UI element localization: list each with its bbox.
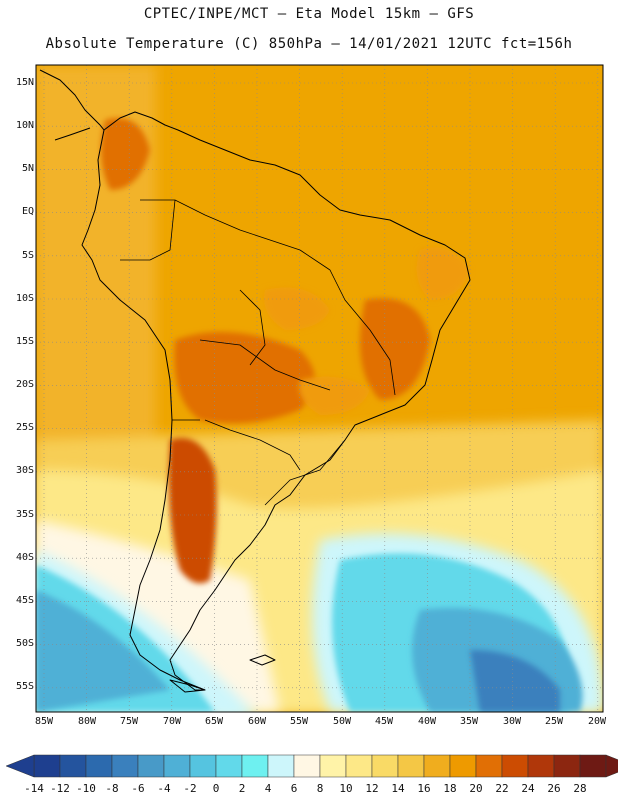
lat-label: 20S bbox=[15, 379, 34, 390]
colorbar-swatch bbox=[111, 754, 139, 778]
colorbar-swatch bbox=[527, 754, 555, 778]
lon-label: 20W bbox=[587, 716, 607, 727]
field-pacific bbox=[36, 65, 156, 465]
colorbar-label: 24 bbox=[521, 782, 535, 795]
colorbar-label: 28 bbox=[573, 782, 587, 795]
colorbar-label: 18 bbox=[443, 782, 457, 795]
field-colombia-hot bbox=[101, 118, 150, 190]
field-blue bbox=[36, 590, 170, 712]
colorbar-label: -4 bbox=[157, 782, 171, 795]
lon-label: 80W bbox=[77, 716, 97, 727]
colorbar-swatch bbox=[319, 754, 347, 778]
colorbar-label: -12 bbox=[50, 782, 70, 795]
lon-label: 70W bbox=[162, 716, 182, 727]
colorbar-swatch bbox=[423, 754, 451, 778]
colorbar-swatch bbox=[163, 754, 191, 778]
lat-label: EQ bbox=[21, 206, 34, 217]
colorbar-swatch bbox=[215, 754, 243, 778]
colorbar-max-arrow bbox=[605, 754, 618, 778]
colorbar-swatch bbox=[371, 754, 399, 778]
colorbar-label: -8 bbox=[105, 782, 119, 795]
graticule bbox=[36, 65, 603, 712]
lon-label: 60W bbox=[247, 716, 267, 727]
colorbar-label: 12 bbox=[365, 782, 379, 795]
colorbar-swatch bbox=[85, 754, 113, 778]
colorbar-swatch bbox=[397, 754, 425, 778]
lon-label: 45W bbox=[374, 716, 394, 727]
lat-label: 15N bbox=[15, 77, 34, 88]
colorbar-swatch bbox=[33, 754, 61, 778]
lon-label: 85W bbox=[34, 716, 54, 727]
colorbar-swatch bbox=[449, 754, 477, 778]
colorbar-label: 26 bbox=[547, 782, 561, 795]
lon-label: 25W bbox=[544, 716, 564, 727]
field-andes-hot bbox=[168, 438, 217, 584]
colorbar-label: -2 bbox=[183, 782, 197, 795]
colorbar-swatch bbox=[501, 754, 529, 778]
lat-label: 5S bbox=[21, 250, 34, 261]
colorbar-swatch bbox=[293, 754, 321, 778]
colorbar-swatch bbox=[267, 754, 295, 778]
colorbar-label: 10 bbox=[339, 782, 353, 795]
field-atlantic-deep bbox=[470, 650, 560, 712]
lon-label: 35W bbox=[459, 716, 479, 727]
field-brazil-hot bbox=[360, 298, 430, 400]
lat-label: 35S bbox=[15, 509, 34, 520]
colorbar-label: 0 bbox=[212, 782, 220, 795]
lat-label: 10N bbox=[15, 120, 34, 131]
coastlines bbox=[39, 69, 471, 693]
field-chaco-hot bbox=[174, 332, 315, 424]
lat-label: 15S bbox=[15, 336, 34, 347]
lat-label: 10S bbox=[15, 293, 34, 304]
lat-label: 5N bbox=[21, 163, 34, 174]
lat-label: 50S bbox=[15, 638, 34, 649]
south-america-coast bbox=[81, 111, 471, 691]
colorbar-label: 6 bbox=[290, 782, 298, 795]
chart-title-line2: Absolute Temperature (C) 850hPa – 14/01/… bbox=[45, 36, 573, 52]
lon-label: 30W bbox=[502, 716, 522, 727]
lon-label: 40W bbox=[417, 716, 437, 727]
lon-label: 65W bbox=[204, 716, 224, 727]
lat-label: 55S bbox=[15, 681, 34, 692]
central-america-coast bbox=[39, 69, 105, 141]
field-northeast-warm bbox=[416, 247, 470, 300]
lat-label: 45S bbox=[15, 595, 34, 606]
colorbar-swatch bbox=[241, 754, 269, 778]
colorbar-label: 2 bbox=[238, 782, 246, 795]
colorbar-swatch bbox=[553, 754, 581, 778]
colorbar-swatch bbox=[59, 754, 87, 778]
falklands bbox=[249, 654, 276, 666]
temperature-field bbox=[36, 65, 603, 712]
colorbar-label: 14 bbox=[391, 782, 405, 795]
lat-label: 25S bbox=[15, 422, 34, 433]
colorbar-label: 16 bbox=[417, 782, 431, 795]
field-amazon-warm bbox=[264, 287, 330, 330]
lon-label: 55W bbox=[289, 716, 309, 727]
colorbar-swatch bbox=[189, 754, 217, 778]
colorbar-swatch bbox=[579, 754, 607, 778]
lon-label: 75W bbox=[119, 716, 139, 727]
tierra-del-fuego bbox=[169, 679, 206, 693]
field-parana-warm bbox=[299, 376, 370, 415]
colorbar-label: 4 bbox=[264, 782, 272, 795]
colorbar-label: -6 bbox=[131, 782, 145, 795]
lat-label: 40S bbox=[15, 552, 34, 563]
colorbar-label: 22 bbox=[495, 782, 509, 795]
colorbar-label: 20 bbox=[469, 782, 483, 795]
colorbar-swatch bbox=[345, 754, 373, 778]
colorbar-label: -14 bbox=[24, 782, 44, 795]
lat-label: 30S bbox=[15, 465, 34, 476]
chart-title-line1: CPTEC/INPE/MCT – Eta Model 15km – GFS bbox=[143, 6, 475, 22]
colorbar-swatch bbox=[475, 754, 503, 778]
colorbar-swatch bbox=[137, 754, 165, 778]
colorbar bbox=[5, 754, 618, 778]
colorbar-min-arrow bbox=[5, 754, 35, 778]
country-borders bbox=[120, 199, 396, 506]
colorbar-label: 8 bbox=[316, 782, 324, 795]
colorbar-label: -10 bbox=[76, 782, 96, 795]
map-frame bbox=[35, 64, 604, 713]
lon-label: 50W bbox=[332, 716, 352, 727]
